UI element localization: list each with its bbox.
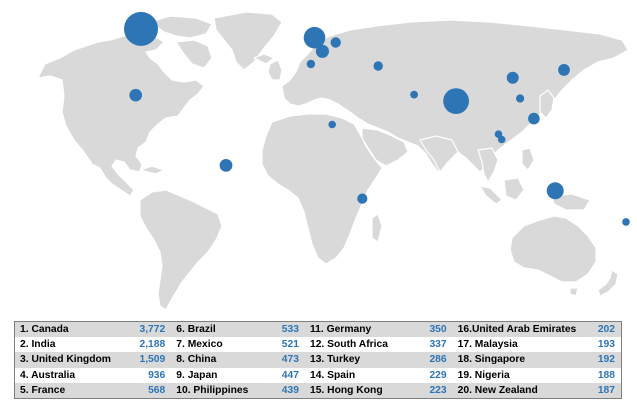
legend-country: 8. China xyxy=(171,352,262,368)
legend-country: 19. Nigeria xyxy=(452,367,577,383)
legend-value: 350 xyxy=(404,321,453,338)
legend-value: 3,772 xyxy=(123,321,172,338)
legend-row: 5. France 568 10. Philippines 439 15. Ho… xyxy=(14,382,622,399)
bubble-mexico xyxy=(129,88,142,102)
legend-row: 4. Australia 936 9. Japan 447 14. Spain … xyxy=(14,367,622,383)
legend-value: 439 xyxy=(261,382,305,399)
legend-row: 2. India 2,188 7. Mexico 521 12. South A… xyxy=(14,337,622,353)
legend-country: 17. Malaysia xyxy=(452,337,577,353)
legend-value: 229 xyxy=(404,367,453,383)
bubble-united-kingdom xyxy=(303,26,326,49)
landmass-indochina xyxy=(477,147,499,183)
legend-value: 568 xyxy=(123,382,172,399)
bubble-nigeria xyxy=(328,120,337,129)
bubble-new-zealand xyxy=(622,218,630,226)
bubble-spain xyxy=(306,59,316,69)
landmass-iceland xyxy=(253,53,275,65)
landmass-north-america xyxy=(37,33,205,197)
landmass-sumatra xyxy=(479,185,503,205)
bubble-south-africa xyxy=(357,193,368,204)
bubble-singapore xyxy=(497,135,506,144)
legend-value: 533 xyxy=(261,321,305,338)
bubble-hong-kong xyxy=(516,94,525,103)
bubble-china xyxy=(506,71,519,84)
legend-country: 10. Philippines xyxy=(171,382,262,399)
legend-country: 11. Germany xyxy=(304,321,405,338)
bubble-turkey xyxy=(373,61,383,71)
legend-country: 3. United Kingdom xyxy=(14,352,124,368)
landmass-greenland xyxy=(213,11,283,71)
legend-value: 447 xyxy=(261,367,305,383)
landmass-south-america xyxy=(139,189,223,311)
landmass-new-zealand xyxy=(597,269,619,297)
legend-country: 1. Canada xyxy=(14,321,124,338)
bubble-australia xyxy=(546,182,564,200)
legend-value: 193 xyxy=(576,337,622,353)
legend-value: 286 xyxy=(404,352,453,368)
legend-country: 15. Hong Kong xyxy=(304,382,405,399)
bubble-india xyxy=(443,88,469,114)
legend-country: 20. New Zealand xyxy=(452,382,577,399)
legend-country: 2. India xyxy=(14,337,124,353)
legend-country: 18. Singapore xyxy=(452,352,577,368)
legend-value: 2,188 xyxy=(123,337,172,353)
legend-country: 6. Brazil xyxy=(171,321,262,338)
world-map-svg xyxy=(37,11,630,311)
legend-country: 5. France xyxy=(14,382,124,399)
landmass-british-isles xyxy=(267,59,283,81)
legend-row: 1. Canada 3,772 6. Brazil 533 11. German… xyxy=(14,321,622,338)
landmass-australia xyxy=(509,215,597,283)
legend-country: 14. Spain xyxy=(304,367,405,383)
legend-value: 936 xyxy=(123,367,172,383)
legend-country: 16.United Arab Emirates xyxy=(452,321,577,338)
legend-value: 187 xyxy=(576,382,622,399)
landmass-madagascar xyxy=(371,213,383,243)
legend-country: 13. Turkey xyxy=(304,352,405,368)
bubble-canada xyxy=(124,11,158,46)
landmass-africa xyxy=(261,113,383,265)
legend-country: 12. South Africa xyxy=(304,337,405,353)
legend-country: 9. Japan xyxy=(171,367,262,383)
landmass-baffin xyxy=(175,39,213,69)
landmass-cuba xyxy=(139,165,165,175)
legend-country: 4. Australia xyxy=(14,367,124,383)
landmass-japan xyxy=(539,89,555,119)
landmass-india xyxy=(419,135,459,173)
landmass-philippines xyxy=(521,147,535,171)
bubble-germany xyxy=(330,37,341,48)
legend-value: 521 xyxy=(261,337,305,353)
bubble-layer xyxy=(124,11,630,226)
bubble-united-arab-emirates xyxy=(410,90,418,99)
bubble-brazil xyxy=(219,159,233,172)
legend-row: 3. United Kingdom 1,509 8. China 473 13.… xyxy=(14,352,622,368)
legend-value: 188 xyxy=(576,367,622,383)
ranking-legend: 1. Canada 3,772 6. Brazil 533 11. German… xyxy=(14,321,622,399)
landmass-borneo xyxy=(503,177,525,201)
legend-value: 473 xyxy=(261,352,305,368)
landmasses xyxy=(37,11,629,311)
legend-value: 223 xyxy=(404,382,453,399)
bubble-philippines xyxy=(528,112,540,125)
bubble-france xyxy=(315,44,329,58)
bubble-japan xyxy=(558,64,570,76)
landmass-new-guinea xyxy=(551,193,591,211)
legend-value: 1,509 xyxy=(123,352,172,368)
landmass-arctic-islands xyxy=(149,15,213,39)
landmass-tasmania xyxy=(569,287,579,297)
legend-value: 337 xyxy=(404,337,453,353)
legend-value: 202 xyxy=(576,321,622,338)
legend-country: 7. Mexico xyxy=(171,337,262,353)
legend-value: 192 xyxy=(576,352,622,368)
world-map xyxy=(37,11,630,311)
